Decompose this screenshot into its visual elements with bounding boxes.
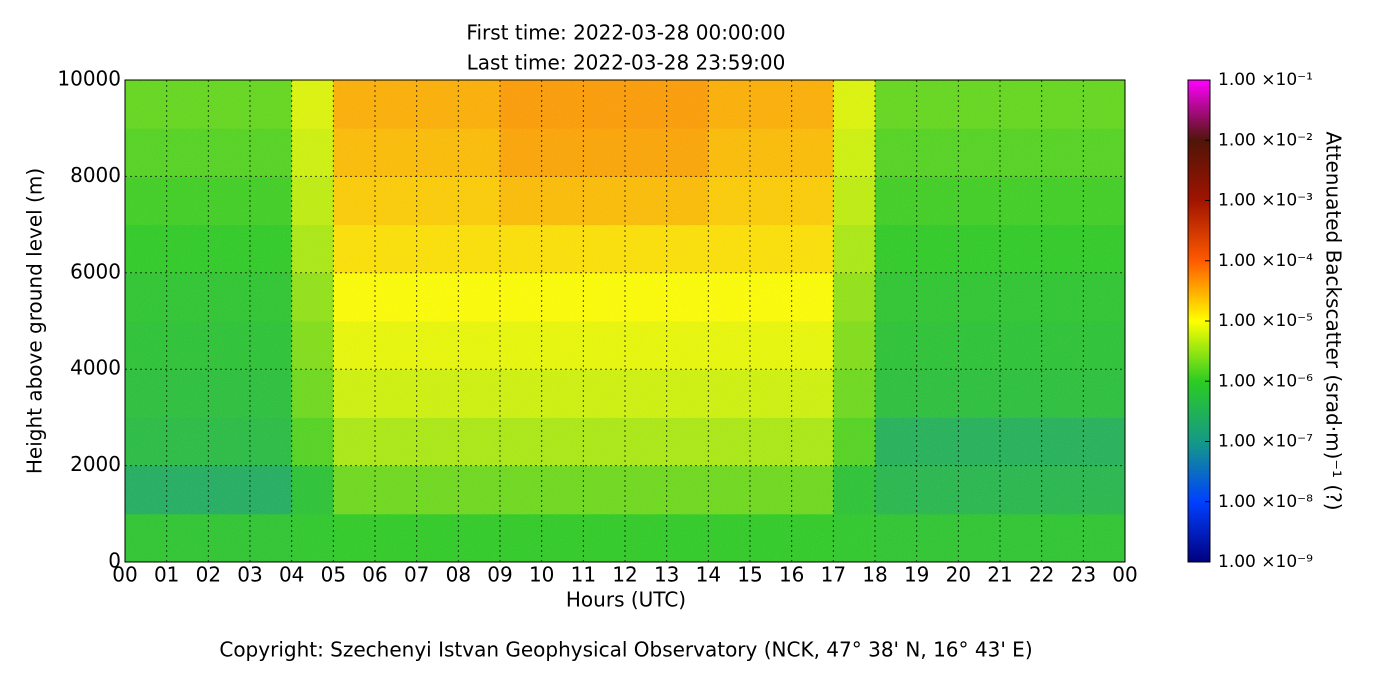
x-tick-label: 13 [654, 563, 679, 587]
x-tick-label: 00 [1112, 563, 1137, 587]
colorbar-tick-label: 1.00 ×10⁻⁷ [1218, 432, 1313, 452]
x-tick-label: 01 [154, 563, 179, 587]
y-tick-label: 0 [108, 549, 121, 573]
colorbar-tick-label: 1.00 ×10⁻⁸ [1218, 492, 1313, 512]
x-tick-label: 15 [737, 563, 762, 587]
x-tick-label: 21 [987, 563, 1012, 587]
x-tick-label: 20 [946, 563, 971, 587]
colorbar-tick-label: 1.00 ×10⁻² [1218, 130, 1313, 150]
y-tick-label: 6000 [70, 259, 121, 283]
x-tick-label: 03 [237, 563, 262, 587]
x-tick-label: 08 [446, 563, 471, 587]
x-axis-label: Hours (UTC) [566, 588, 686, 612]
x-tick-label: 12 [612, 563, 637, 587]
chart-title: First time: 2022-03-28 00:00:00 [466, 21, 785, 45]
chart-title: Last time: 2022-03-28 23:59:00 [467, 51, 786, 75]
colorbar-tick-label: 1.00 ×10⁻⁹ [1218, 552, 1313, 572]
x-tick-label: 04 [279, 563, 304, 587]
x-tick-label: 22 [1029, 563, 1054, 587]
x-tick-label: 19 [904, 563, 929, 587]
colorbar-tick-label: 1.00 ×10⁻¹ [1218, 70, 1313, 90]
footer: Copyright: Szechenyi Istvan Geophysical … [219, 638, 1032, 662]
y-axis-label: Height above ground level (m) [23, 168, 47, 474]
colorbar-tick-label: 1.00 ×10⁻³ [1218, 191, 1313, 211]
colorbar-tick-label: 1.00 ×10⁻⁵ [1218, 311, 1313, 331]
x-tick-label: 05 [321, 563, 346, 587]
x-tick-label: 07 [404, 563, 429, 587]
x-tick-label: 14 [696, 563, 721, 587]
x-tick-label: 10 [529, 563, 554, 587]
colorbar-tick-label: 1.00 ×10⁻⁶ [1218, 371, 1313, 391]
y-tick-label: 8000 [70, 163, 121, 187]
y-tick-label: 4000 [70, 356, 121, 380]
x-tick-label: 00 [112, 563, 137, 587]
y-tick-label: 2000 [70, 452, 121, 476]
x-tick-label: 11 [571, 563, 596, 587]
x-tick-label: 23 [1071, 563, 1096, 587]
x-tick-label: 09 [487, 563, 512, 587]
plot-frame [124, 79, 1126, 563]
y-tick-label: 10000 [57, 67, 121, 91]
x-tick-label: 16 [779, 563, 804, 587]
colorbar-tick-label: 1.00 ×10⁻⁴ [1218, 251, 1313, 271]
x-tick-label: 02 [196, 563, 221, 587]
x-tick-label: 17 [821, 563, 846, 587]
x-tick-label: 06 [362, 563, 387, 587]
x-tick-label: 18 [862, 563, 887, 587]
colorbar-label: Attenuated Backscatter (srad·m)⁻¹ (?) [1322, 131, 1346, 510]
